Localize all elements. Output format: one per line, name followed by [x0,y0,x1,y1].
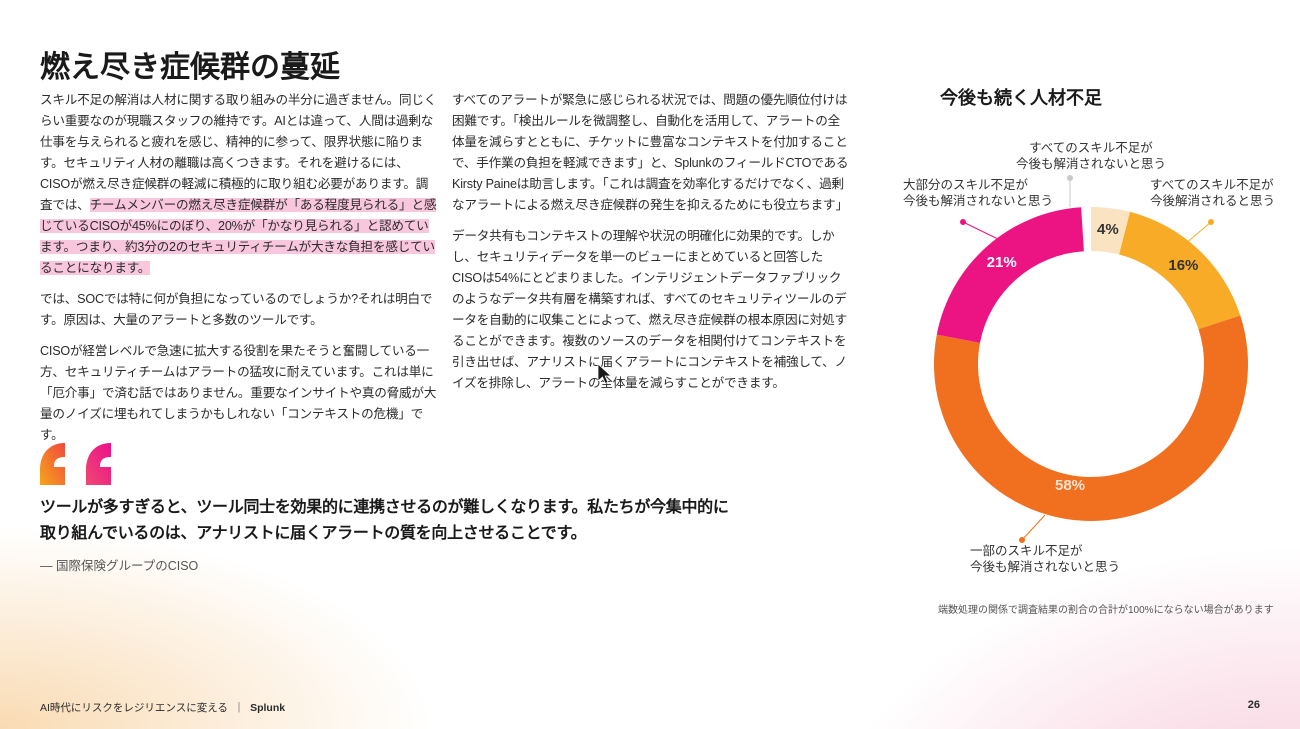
svg-text:すべてのスキル不足が: すべてのスキル不足が [1150,177,1274,192]
svg-text:58%: 58% [1055,477,1085,494]
svg-text:一部のスキル不足が: 一部のスキル不足が [970,543,1083,558]
svg-text:16%: 16% [1168,257,1198,274]
svg-text:今後解消されると思う: 今後解消されると思う [1150,193,1275,208]
svg-text:4%: 4% [1097,221,1119,238]
svg-text:すべてのスキル不足が: すべてのスキル不足が [1029,140,1153,155]
svg-text:今後も解消されないと思う: 今後も解消されないと思う [903,193,1053,208]
svg-text:今後も解消されないと思う: 今後も解消されないと思う [970,559,1120,574]
svg-text:今後も解消されないと思う: 今後も解消されないと思う [1016,156,1166,171]
svg-text:大部分のスキル不足が: 大部分のスキル不足が [903,177,1029,192]
svg-text:21%: 21% [987,254,1017,271]
